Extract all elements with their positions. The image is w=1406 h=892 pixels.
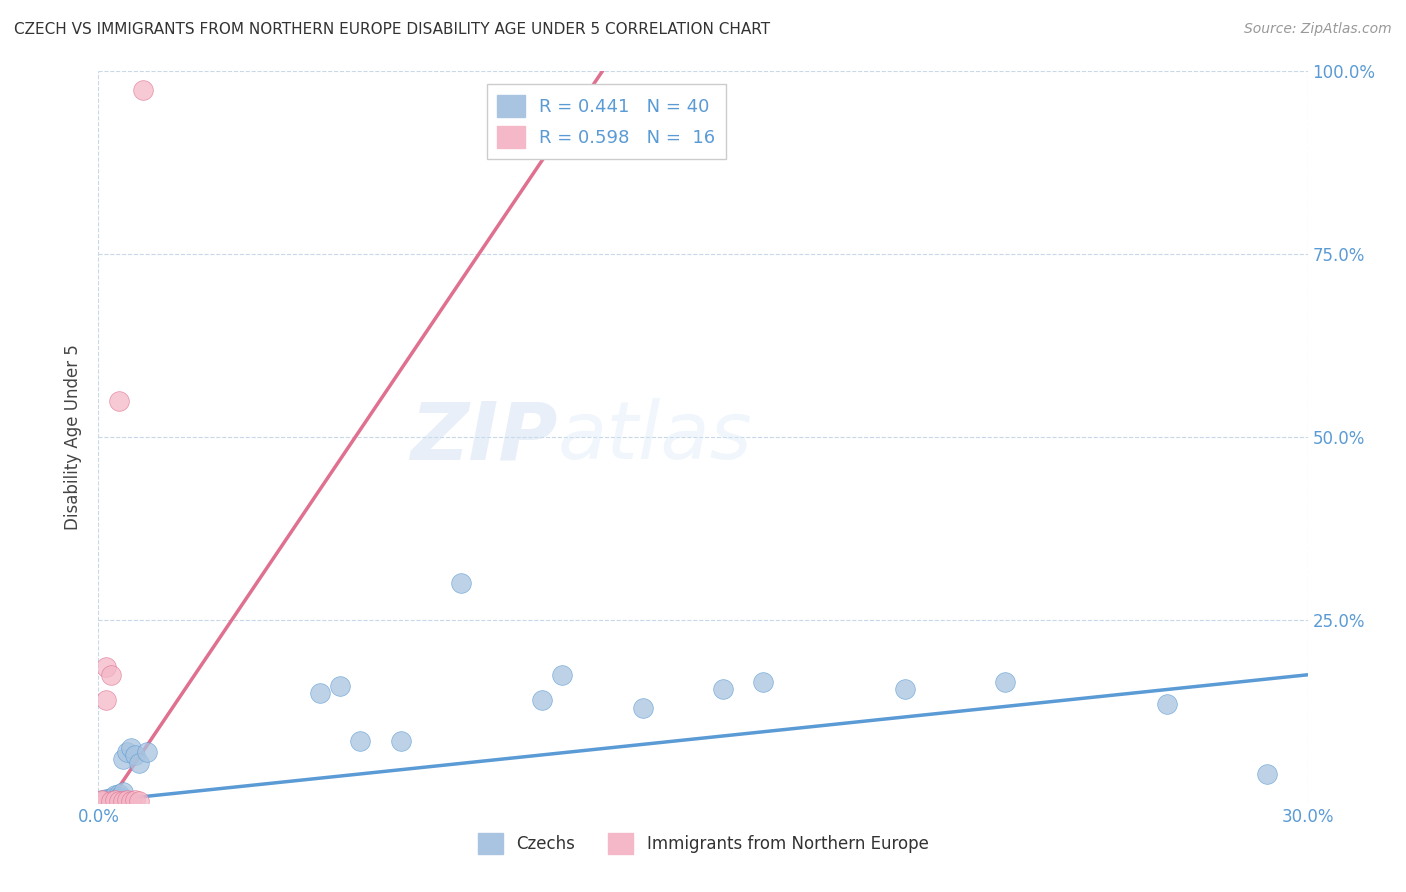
Point bbox=[100, 792, 122, 806]
Point bbox=[389, 733, 412, 747]
Point bbox=[91, 794, 114, 808]
Point bbox=[96, 660, 118, 674]
Point bbox=[107, 792, 129, 806]
Point bbox=[91, 794, 114, 808]
Point bbox=[103, 793, 125, 807]
Point bbox=[100, 791, 122, 805]
Point bbox=[128, 756, 150, 770]
Point bbox=[329, 679, 352, 693]
Point bbox=[100, 794, 122, 808]
Point bbox=[107, 787, 129, 801]
Point bbox=[91, 793, 114, 807]
Point bbox=[96, 794, 118, 808]
Point bbox=[96, 792, 118, 806]
Point bbox=[128, 794, 150, 808]
Point bbox=[107, 794, 129, 808]
Legend: Czechs, Immigrants from Northern Europe: Czechs, Immigrants from Northern Europe bbox=[471, 827, 935, 860]
Point bbox=[1256, 766, 1278, 780]
Point bbox=[120, 740, 142, 755]
Point bbox=[100, 667, 122, 681]
Point bbox=[96, 794, 118, 808]
Point bbox=[96, 793, 118, 807]
Point bbox=[893, 682, 915, 697]
Point bbox=[115, 745, 138, 759]
Point bbox=[631, 700, 654, 714]
Point bbox=[994, 675, 1017, 690]
Point bbox=[349, 733, 371, 747]
Point bbox=[100, 793, 122, 807]
Point bbox=[91, 793, 114, 807]
Point bbox=[103, 789, 125, 803]
Point bbox=[91, 794, 114, 808]
Point bbox=[120, 794, 142, 808]
Point bbox=[530, 693, 553, 707]
Y-axis label: Disability Age Under 5: Disability Age Under 5 bbox=[65, 344, 83, 530]
Point bbox=[91, 794, 114, 808]
Point bbox=[132, 83, 155, 97]
Point bbox=[111, 752, 134, 766]
Point bbox=[103, 791, 125, 805]
Text: atlas: atlas bbox=[558, 398, 752, 476]
Point bbox=[551, 667, 574, 681]
Point bbox=[103, 789, 125, 804]
Point bbox=[111, 794, 134, 808]
Point bbox=[711, 682, 734, 697]
Point bbox=[135, 745, 157, 759]
Point bbox=[107, 789, 129, 804]
Point bbox=[309, 686, 332, 700]
Point bbox=[96, 794, 118, 808]
Point bbox=[124, 748, 146, 763]
Point bbox=[111, 785, 134, 799]
Point bbox=[752, 675, 775, 690]
Point bbox=[124, 793, 146, 807]
Point bbox=[1156, 697, 1178, 711]
Point bbox=[96, 693, 118, 707]
Point bbox=[100, 790, 122, 805]
Point bbox=[100, 794, 122, 808]
Text: Source: ZipAtlas.com: Source: ZipAtlas.com bbox=[1244, 22, 1392, 37]
Text: CZECH VS IMMIGRANTS FROM NORTHERN EUROPE DISABILITY AGE UNDER 5 CORRELATION CHAR: CZECH VS IMMIGRANTS FROM NORTHERN EUROPE… bbox=[14, 22, 770, 37]
Point bbox=[115, 793, 138, 807]
Point bbox=[107, 393, 129, 408]
Point bbox=[450, 576, 472, 591]
Text: ZIP: ZIP bbox=[411, 398, 558, 476]
